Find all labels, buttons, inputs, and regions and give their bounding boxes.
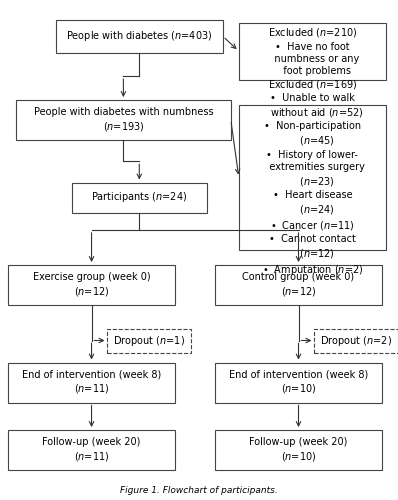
FancyBboxPatch shape <box>215 265 382 305</box>
FancyBboxPatch shape <box>72 182 207 212</box>
FancyBboxPatch shape <box>56 20 223 52</box>
Text: People with diabetes ($n$=403): People with diabetes ($n$=403) <box>66 29 213 43</box>
Text: Follow-up (week 20)
($n$=10): Follow-up (week 20) ($n$=10) <box>249 437 348 463</box>
FancyBboxPatch shape <box>16 100 231 140</box>
Text: Exercise group (week 0)
($n$=12): Exercise group (week 0) ($n$=12) <box>33 272 150 298</box>
Text: Figure 1. Flowchart of participants.: Figure 1. Flowchart of participants. <box>120 486 278 495</box>
Text: People with diabetes with numbness
($n$=193): People with diabetes with numbness ($n$=… <box>33 107 213 133</box>
FancyBboxPatch shape <box>239 22 386 80</box>
Text: Participants ($n$=24): Participants ($n$=24) <box>91 190 187 204</box>
FancyBboxPatch shape <box>8 430 175 470</box>
Text: Follow-up (week 20)
($n$=11): Follow-up (week 20) ($n$=11) <box>42 437 141 463</box>
Text: Control group (week 0)
($n$=12): Control group (week 0) ($n$=12) <box>242 272 355 298</box>
Text: Excluded ($n$=169)
•  Unable to walk
   without aid ($n$=52)
•  Non-participatio: Excluded ($n$=169) • Unable to walk with… <box>260 78 365 277</box>
FancyBboxPatch shape <box>107 328 191 352</box>
Text: Dropout ($n$=1): Dropout ($n$=1) <box>113 334 185 347</box>
FancyBboxPatch shape <box>8 265 175 305</box>
Text: End of intervention (week 8)
($n$=11): End of intervention (week 8) ($n$=11) <box>22 370 161 396</box>
FancyBboxPatch shape <box>215 362 382 403</box>
FancyBboxPatch shape <box>8 362 175 403</box>
FancyBboxPatch shape <box>215 430 382 470</box>
FancyBboxPatch shape <box>239 105 386 250</box>
FancyBboxPatch shape <box>314 328 398 352</box>
Text: Excluded ($n$=210)
•  Have no foot
   numbness or any
   foot problems: Excluded ($n$=210) • Have no foot numbne… <box>265 26 359 76</box>
Text: End of intervention (week 8)
($n$=10): End of intervention (week 8) ($n$=10) <box>229 370 368 396</box>
Text: Dropout ($n$=2): Dropout ($n$=2) <box>320 334 392 347</box>
